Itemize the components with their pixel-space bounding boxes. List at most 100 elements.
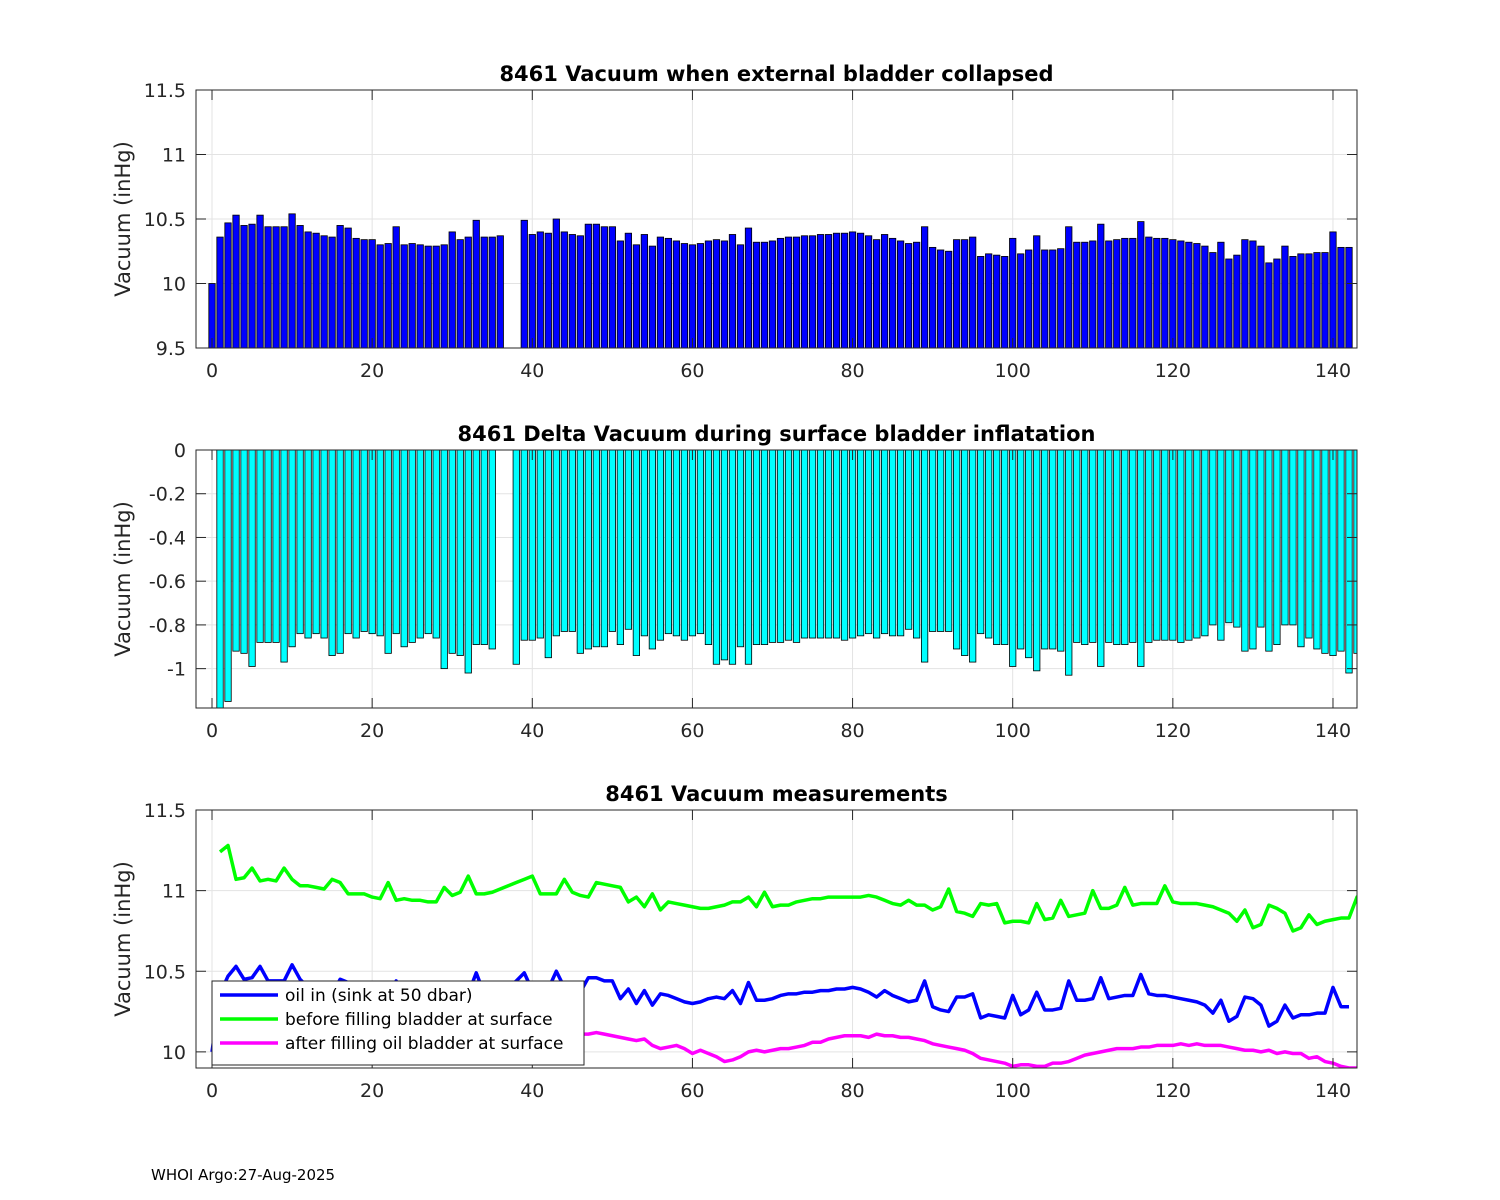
y-tick-label: -0.8 [149, 615, 186, 637]
bar [1313, 252, 1321, 348]
bar [872, 450, 881, 639]
bar [448, 450, 456, 654]
bar [712, 239, 721, 348]
bar [856, 450, 865, 637]
bar [544, 232, 552, 348]
bar [1089, 240, 1097, 348]
bar [752, 450, 761, 645]
bar [1241, 450, 1249, 652]
bar [1345, 246, 1353, 348]
bar [592, 223, 600, 348]
bar [1209, 450, 1217, 626]
chart-panel-3: 0 20 40 60 80 100 120 140 10 10.5 11 11.5 8461 Vacuu… [111, 782, 1358, 1102]
bar [1001, 450, 1009, 645]
bar [704, 240, 713, 348]
bar [384, 243, 392, 348]
bar [744, 450, 753, 665]
bar [961, 450, 969, 656]
bar [640, 450, 648, 637]
bar [808, 450, 817, 639]
chart-title: 8461 Delta Vacuum during surface bladder… [458, 422, 1096, 446]
bar [848, 450, 857, 639]
bar [792, 450, 801, 643]
bar [696, 450, 705, 635]
bar [1321, 450, 1329, 654]
bar [969, 236, 977, 348]
bar [592, 450, 600, 648]
bar [368, 239, 376, 348]
bar [464, 450, 472, 674]
bar [488, 236, 496, 348]
bar [480, 450, 488, 645]
bar [304, 450, 312, 639]
series-line-2 [218, 843, 1357, 933]
bar [880, 234, 889, 348]
bar [953, 239, 961, 348]
bar [528, 450, 536, 641]
bar [240, 225, 248, 348]
bar [448, 231, 456, 348]
bar [424, 450, 432, 635]
x-tick-label: 0 [206, 720, 218, 742]
bar [1209, 252, 1217, 348]
bar [1121, 450, 1129, 645]
bar [640, 234, 648, 348]
bar [816, 450, 825, 639]
footer-note: WHOI Argo:27-Aug-2025 [151, 1166, 336, 1184]
bar [1193, 450, 1201, 639]
bar [784, 236, 793, 348]
bar [1217, 241, 1225, 348]
bar [656, 450, 665, 641]
bar [1089, 450, 1097, 643]
bar [1153, 237, 1161, 348]
bar [1305, 253, 1313, 348]
x-tick-label: 80 [840, 720, 864, 742]
bar [880, 450, 889, 635]
x-tick-label: 40 [520, 1080, 544, 1102]
bar [977, 450, 985, 635]
bar [1305, 450, 1313, 639]
bar [1345, 450, 1353, 674]
x-tick-label: 0 [206, 360, 218, 382]
bar [608, 450, 616, 632]
bar [400, 450, 408, 648]
bar [1073, 450, 1081, 643]
bar [728, 234, 737, 348]
bar [1281, 245, 1289, 348]
bar [312, 450, 320, 635]
chart-title: 8461 Vacuum when external bladder collap… [499, 62, 1053, 86]
bar [360, 239, 368, 348]
bar [584, 450, 592, 650]
bar [897, 240, 905, 348]
bar [937, 249, 945, 348]
bar [232, 214, 240, 348]
y-tick-label: 10.5 [144, 961, 186, 983]
bar [256, 214, 264, 348]
bar [1073, 241, 1081, 348]
x-tick-label: 100 [995, 360, 1031, 382]
bar [344, 227, 352, 348]
bar [1041, 249, 1049, 348]
bar [616, 450, 624, 645]
bar [1225, 258, 1233, 348]
bar [1049, 249, 1057, 348]
x-tick-label: 80 [840, 1080, 864, 1102]
bar [568, 450, 576, 632]
y-axis-label: Vacuum (inHg) [111, 141, 135, 297]
bar [1113, 239, 1121, 348]
bar [720, 450, 729, 661]
x-tick-label: 60 [680, 360, 704, 382]
bar [840, 450, 849, 641]
bar [1169, 239, 1177, 348]
bar [1129, 237, 1137, 348]
bar [480, 236, 488, 348]
bar [752, 241, 761, 348]
bar [1297, 253, 1305, 348]
bar [472, 450, 480, 645]
bar [680, 450, 689, 641]
bar [1273, 450, 1281, 645]
bar [1081, 241, 1089, 348]
bar [712, 450, 721, 665]
x-tick-label: 40 [520, 720, 544, 742]
bar [280, 226, 288, 348]
